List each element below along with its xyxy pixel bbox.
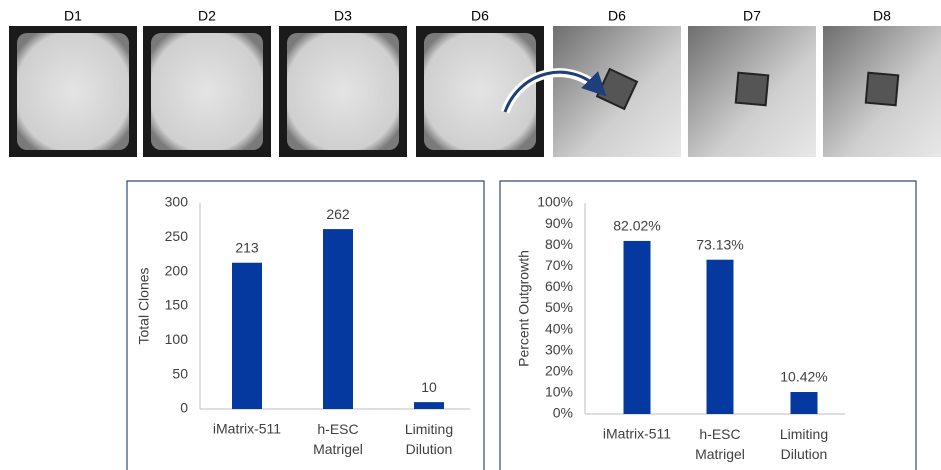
y-tick-label: 10% — [545, 384, 573, 400]
image-row — [9, 26, 941, 157]
panel-label: D6 — [608, 8, 626, 24]
y-axis-label: Percent Outgrowth — [516, 250, 532, 367]
y-tick-label: 200 — [165, 262, 189, 278]
y-tick-label: 0% — [553, 405, 573, 421]
panel-label: D2 — [198, 8, 216, 24]
y-tick-label: 60% — [545, 278, 573, 294]
y-tick-label: 250 — [165, 228, 189, 244]
panel-label: D7 — [743, 8, 761, 24]
y-tick-label: 50% — [545, 299, 573, 315]
y-tick-label: 100 — [165, 331, 189, 347]
y-tick-label: 100% — [537, 194, 573, 210]
bar — [624, 241, 651, 414]
y-tick-label: 90% — [545, 215, 573, 231]
bar — [707, 260, 734, 414]
well-3d — [736, 73, 769, 106]
well — [17, 33, 129, 150]
data-label: 82.02% — [613, 218, 660, 234]
panel-label: D3 — [334, 8, 352, 24]
y-tick-label: 20% — [545, 363, 573, 379]
bar — [232, 263, 262, 409]
bar — [323, 229, 353, 409]
well-3d — [866, 73, 899, 106]
x-tick-label: iMatrix-511 — [603, 426, 671, 442]
figure: D1 D2 D3 D6 D6 D7 D8 Total Clones 0 50 100 150 200 25… — [0, 0, 941, 470]
y-tick-label: 40% — [545, 320, 573, 336]
data-label: 262 — [326, 206, 350, 222]
y-tick-label: 30% — [545, 341, 573, 357]
panel-label: D6 — [471, 8, 489, 24]
bar — [791, 392, 818, 414]
y-tick-label: 80% — [545, 236, 573, 252]
data-label: 213 — [235, 239, 259, 255]
bar — [414, 402, 444, 409]
y-tick-label: 300 — [165, 194, 189, 210]
y-tick-label: 70% — [545, 257, 573, 273]
panel-label: D1 — [64, 8, 82, 24]
y-tick-label: 0 — [180, 400, 188, 416]
data-label: 73.13% — [696, 236, 743, 252]
well — [151, 33, 263, 150]
data-label: 10.42% — [780, 369, 827, 385]
y-tick-label: 50 — [172, 365, 188, 381]
panel-label: D8 — [873, 8, 891, 24]
data-label: 10 — [421, 379, 437, 395]
well — [287, 33, 399, 150]
x-tick-label: iMatrix-511 — [213, 421, 281, 437]
y-tick-label: 150 — [165, 297, 189, 313]
y-axis-label: Total Clones — [136, 267, 152, 344]
